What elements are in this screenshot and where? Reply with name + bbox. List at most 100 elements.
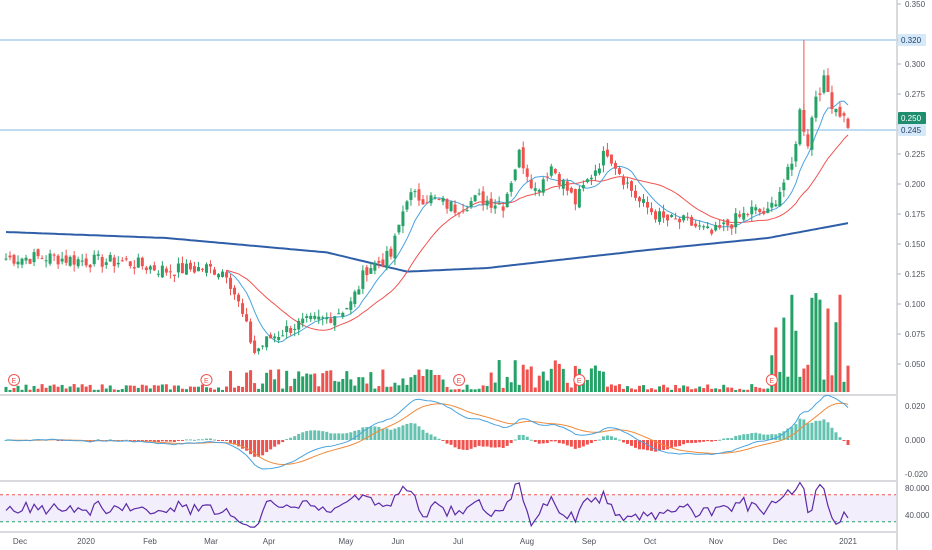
candle-body bbox=[168, 271, 172, 273]
candle-body bbox=[313, 315, 317, 319]
macd-histogram-bar bbox=[605, 435, 609, 440]
volume-bar bbox=[678, 388, 682, 392]
candle-body bbox=[333, 316, 337, 326]
earnings-marker-label: E bbox=[577, 378, 582, 385]
volume-bar bbox=[12, 387, 16, 392]
volume-bar bbox=[305, 373, 309, 392]
candle-body bbox=[361, 270, 365, 289]
macd-histogram-bar bbox=[196, 439, 200, 441]
macd-histogram-bar bbox=[617, 439, 621, 441]
macd-histogram-bar bbox=[261, 440, 265, 456]
price-tick-label: 0.275 bbox=[905, 90, 926, 99]
candle-body bbox=[341, 312, 345, 317]
volume-bar bbox=[746, 389, 750, 392]
volume-bar bbox=[96, 389, 100, 392]
candlesticks bbox=[4, 40, 850, 355]
candle-body bbox=[148, 266, 152, 270]
macd-histogram-bar bbox=[305, 431, 309, 440]
candle-body bbox=[786, 166, 790, 180]
candle-body bbox=[730, 224, 734, 229]
volume-bar bbox=[281, 388, 285, 392]
candle-body bbox=[124, 258, 128, 260]
volume-bar bbox=[68, 386, 72, 392]
candle-body bbox=[754, 207, 758, 211]
macd-histogram-bar bbox=[245, 440, 249, 451]
macd-histogram-bar bbox=[802, 419, 806, 440]
candle-body bbox=[188, 262, 192, 270]
candle-body bbox=[601, 150, 605, 166]
volume-bar bbox=[204, 387, 208, 392]
volume-bar bbox=[682, 385, 686, 392]
macd-histogram-bar bbox=[633, 440, 637, 448]
macd-histogram-bar bbox=[453, 440, 457, 448]
volume-bar bbox=[104, 388, 108, 392]
candle-body bbox=[814, 96, 818, 118]
macd-histogram-bar bbox=[172, 440, 176, 442]
volume-bar bbox=[285, 370, 289, 392]
candle-body bbox=[200, 268, 204, 270]
candle-body bbox=[529, 179, 533, 189]
volume-bar bbox=[116, 389, 120, 392]
ma-fast-line bbox=[226, 100, 849, 343]
volume-bar bbox=[273, 379, 277, 392]
macd-histogram-bar bbox=[581, 440, 585, 447]
macd-histogram-bar bbox=[325, 431, 329, 440]
macd-histogram-bar bbox=[253, 440, 257, 457]
earnings-marker bbox=[453, 374, 466, 386]
candle-body bbox=[613, 162, 617, 169]
candle-body bbox=[180, 263, 184, 274]
macd-histogram-bar bbox=[285, 439, 289, 441]
volume-bar bbox=[778, 371, 782, 392]
candle-body bbox=[208, 264, 212, 267]
macd-histogram-bar bbox=[409, 422, 413, 440]
time-tick-label: Jul bbox=[453, 537, 463, 546]
candle-body bbox=[722, 222, 726, 225]
volume-bar bbox=[421, 376, 425, 392]
volume-bar bbox=[537, 375, 541, 392]
macd-histogram-bar bbox=[573, 440, 577, 449]
volume-bar bbox=[44, 387, 48, 392]
macd-histogram-bar bbox=[698, 440, 702, 443]
macd-histogram-bar bbox=[433, 436, 437, 440]
candle-body bbox=[501, 206, 505, 211]
volume-bar bbox=[838, 294, 842, 392]
macd-histogram-bar bbox=[208, 438, 212, 440]
macd-histogram-bar bbox=[654, 440, 658, 452]
volume-bar bbox=[293, 378, 297, 392]
volume-bar bbox=[613, 385, 617, 392]
volume-bar bbox=[433, 374, 437, 392]
candle-body bbox=[826, 75, 830, 92]
candle-body bbox=[24, 257, 28, 261]
macd-histogram-bar bbox=[152, 440, 156, 442]
macd-histogram-bar bbox=[164, 440, 168, 442]
candle-body bbox=[297, 320, 301, 330]
macd-histogram-bar bbox=[437, 438, 441, 440]
volume-bar bbox=[742, 389, 746, 392]
macd-histogram-bar bbox=[225, 440, 229, 441]
macd-histogram-bar bbox=[365, 427, 369, 440]
candle-body bbox=[633, 190, 637, 198]
volume-bar bbox=[770, 355, 774, 392]
volume-bar bbox=[124, 385, 128, 392]
time-tick-label: Nov bbox=[709, 537, 723, 546]
earnings-marker bbox=[8, 374, 21, 386]
volume-bar bbox=[385, 386, 389, 392]
price-tick-label: 0.050 bbox=[905, 360, 926, 369]
volume-bar bbox=[233, 387, 237, 392]
candle-body bbox=[377, 260, 381, 263]
macd-histogram-bar bbox=[734, 435, 738, 440]
time-tick-label: Oct bbox=[644, 537, 657, 546]
candle-body bbox=[325, 317, 329, 320]
volume-bar bbox=[40, 384, 44, 392]
volume-bar bbox=[822, 379, 826, 392]
volume-bar bbox=[497, 360, 501, 392]
volume-bar bbox=[221, 389, 225, 392]
candle-body bbox=[597, 168, 601, 174]
volume-bar bbox=[794, 330, 798, 392]
macd-histogram-bar bbox=[561, 440, 565, 444]
volume-bar bbox=[654, 389, 658, 392]
macd-histogram-bar bbox=[333, 433, 337, 440]
macd-histogram-bar bbox=[505, 440, 509, 446]
candle-body bbox=[662, 211, 666, 218]
macd-histogram-bar bbox=[212, 439, 216, 441]
